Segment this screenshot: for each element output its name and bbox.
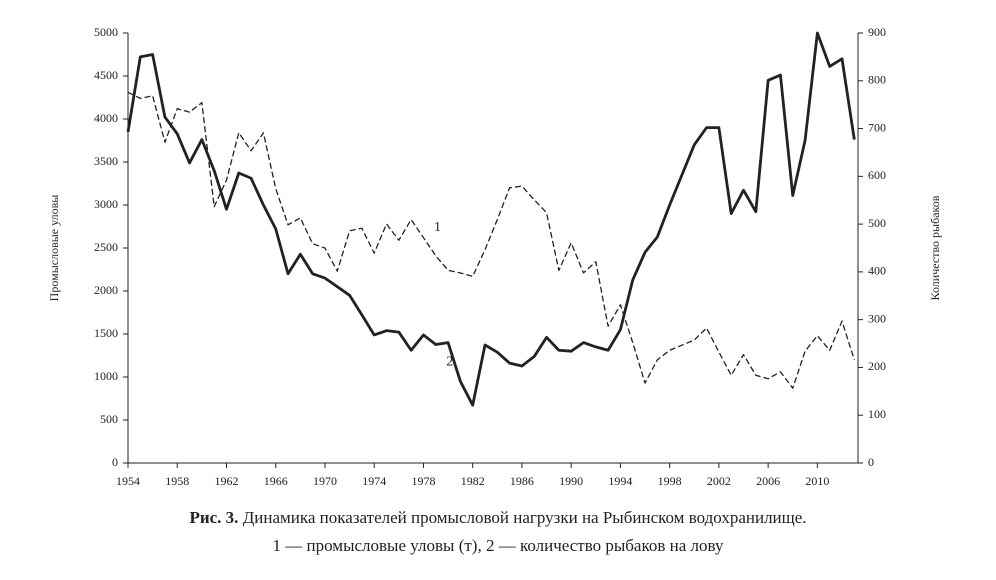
y2-axis-label: Количество рыбаков — [928, 195, 942, 300]
caption: Рис. 3. Динамика показателей промысловой… — [189, 508, 806, 527]
x-tick-label: 1982 — [461, 474, 485, 488]
y-axis-label: Промысловые уловы — [47, 195, 61, 302]
x-tick-label: 2002 — [707, 474, 731, 488]
x-tick-label: 1974 — [362, 474, 386, 488]
x-tick-label: 2006 — [756, 474, 780, 488]
y2-tick-label: 900 — [868, 25, 886, 39]
y2-tick-label: 500 — [868, 216, 886, 230]
x-tick-label: 1978 — [411, 474, 435, 488]
y2-tick-label: 700 — [868, 120, 886, 134]
x-tick-label: 1990 — [559, 474, 583, 488]
chart-title: Динамика показателей промысловой нагрузк… — [243, 508, 807, 527]
chart-subtitle: 1 — промысловые уловы (т), 2 — количеств… — [273, 536, 724, 555]
x-tick-label: 1986 — [510, 474, 534, 488]
series-label: 1 — [434, 220, 441, 235]
axis-frame — [127, 33, 859, 464]
x-tick-label: 1966 — [264, 474, 288, 488]
x-tick-label: 1954 — [116, 474, 140, 488]
y2-tick-label: 400 — [868, 264, 886, 278]
y2-tick-label: 300 — [868, 311, 886, 325]
y-tick-label: 2500 — [94, 240, 118, 254]
y-tick-label: 4000 — [94, 111, 118, 125]
x-tick-label: 2010 — [805, 474, 829, 488]
x-tick-label: 1970 — [313, 474, 337, 488]
x-tick-label: 1958 — [165, 474, 189, 488]
x-tick-label: 1998 — [658, 474, 682, 488]
y-tick-label: 2000 — [94, 283, 118, 297]
series-label: 2 — [446, 355, 453, 370]
y-tick-label: 0 — [112, 455, 118, 469]
x-tick-label: 1962 — [214, 474, 238, 488]
figure-label: Рис. 3. — [189, 508, 238, 527]
y-tick-label: 500 — [100, 412, 118, 426]
y-tick-label: 5000 — [94, 25, 118, 39]
line-series — [126, 31, 856, 407]
y2-tick-label: 600 — [868, 168, 886, 182]
x-tick-label: 1994 — [608, 474, 632, 488]
y-tick-label: 1500 — [94, 326, 118, 340]
y-tick-label: 3500 — [94, 154, 118, 168]
y2-tick-label: 100 — [868, 407, 886, 421]
y2-tick-label: 800 — [868, 73, 886, 87]
y2-tick-label: 0 — [868, 455, 874, 469]
y-tick-label: 3000 — [94, 197, 118, 211]
y-tick-label: 4500 — [94, 68, 118, 82]
y-tick-label: 1000 — [94, 369, 118, 383]
line-series — [127, 91, 855, 389]
y2-tick-label: 200 — [868, 359, 886, 373]
